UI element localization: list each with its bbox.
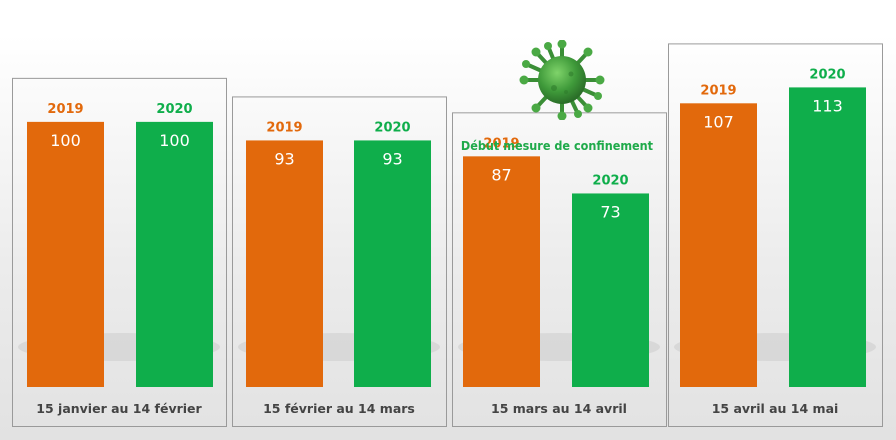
series-label: 2019 <box>47 102 83 117</box>
bar-value-label: 107 <box>703 112 734 131</box>
series-label: 2019 <box>266 120 302 135</box>
category-label: 15 février au 14 mars <box>263 401 415 416</box>
bar <box>463 156 540 387</box>
category-label: 15 janvier au 14 février <box>36 401 202 416</box>
virus-icon <box>519 40 605 120</box>
panel-frame <box>668 43 883 427</box>
bar-value-label: 73 <box>600 202 620 221</box>
series-label: 2019 <box>483 136 519 151</box>
series-label: 2020 <box>156 102 192 117</box>
bar-value-label: 100 <box>159 131 190 150</box>
series-label: 2019 <box>700 83 736 98</box>
bar-value-label: 87 <box>491 165 511 184</box>
category-label: 15 avril au 14 mai <box>712 401 839 416</box>
bar-value-label: 93 <box>382 149 402 168</box>
bar-value-label: 93 <box>274 149 294 168</box>
bar <box>27 121 104 388</box>
panel-frame <box>232 96 447 427</box>
series-label: 2020 <box>374 120 410 135</box>
series-label: 2020 <box>809 67 845 82</box>
lockdown-annotation: Début mesure de confinement <box>460 138 654 153</box>
bar <box>680 103 757 387</box>
category-label: 15 mars au 14 avril <box>491 401 627 416</box>
bar <box>136 121 213 388</box>
bar <box>572 193 649 387</box>
bar <box>246 140 323 387</box>
bar <box>789 87 866 387</box>
panel-frame <box>12 77 227 428</box>
series-label: 2020 <box>592 173 628 188</box>
bar-value-label: 100 <box>50 131 81 150</box>
bar-value-label: 113 <box>812 96 843 115</box>
bar <box>354 140 431 387</box>
